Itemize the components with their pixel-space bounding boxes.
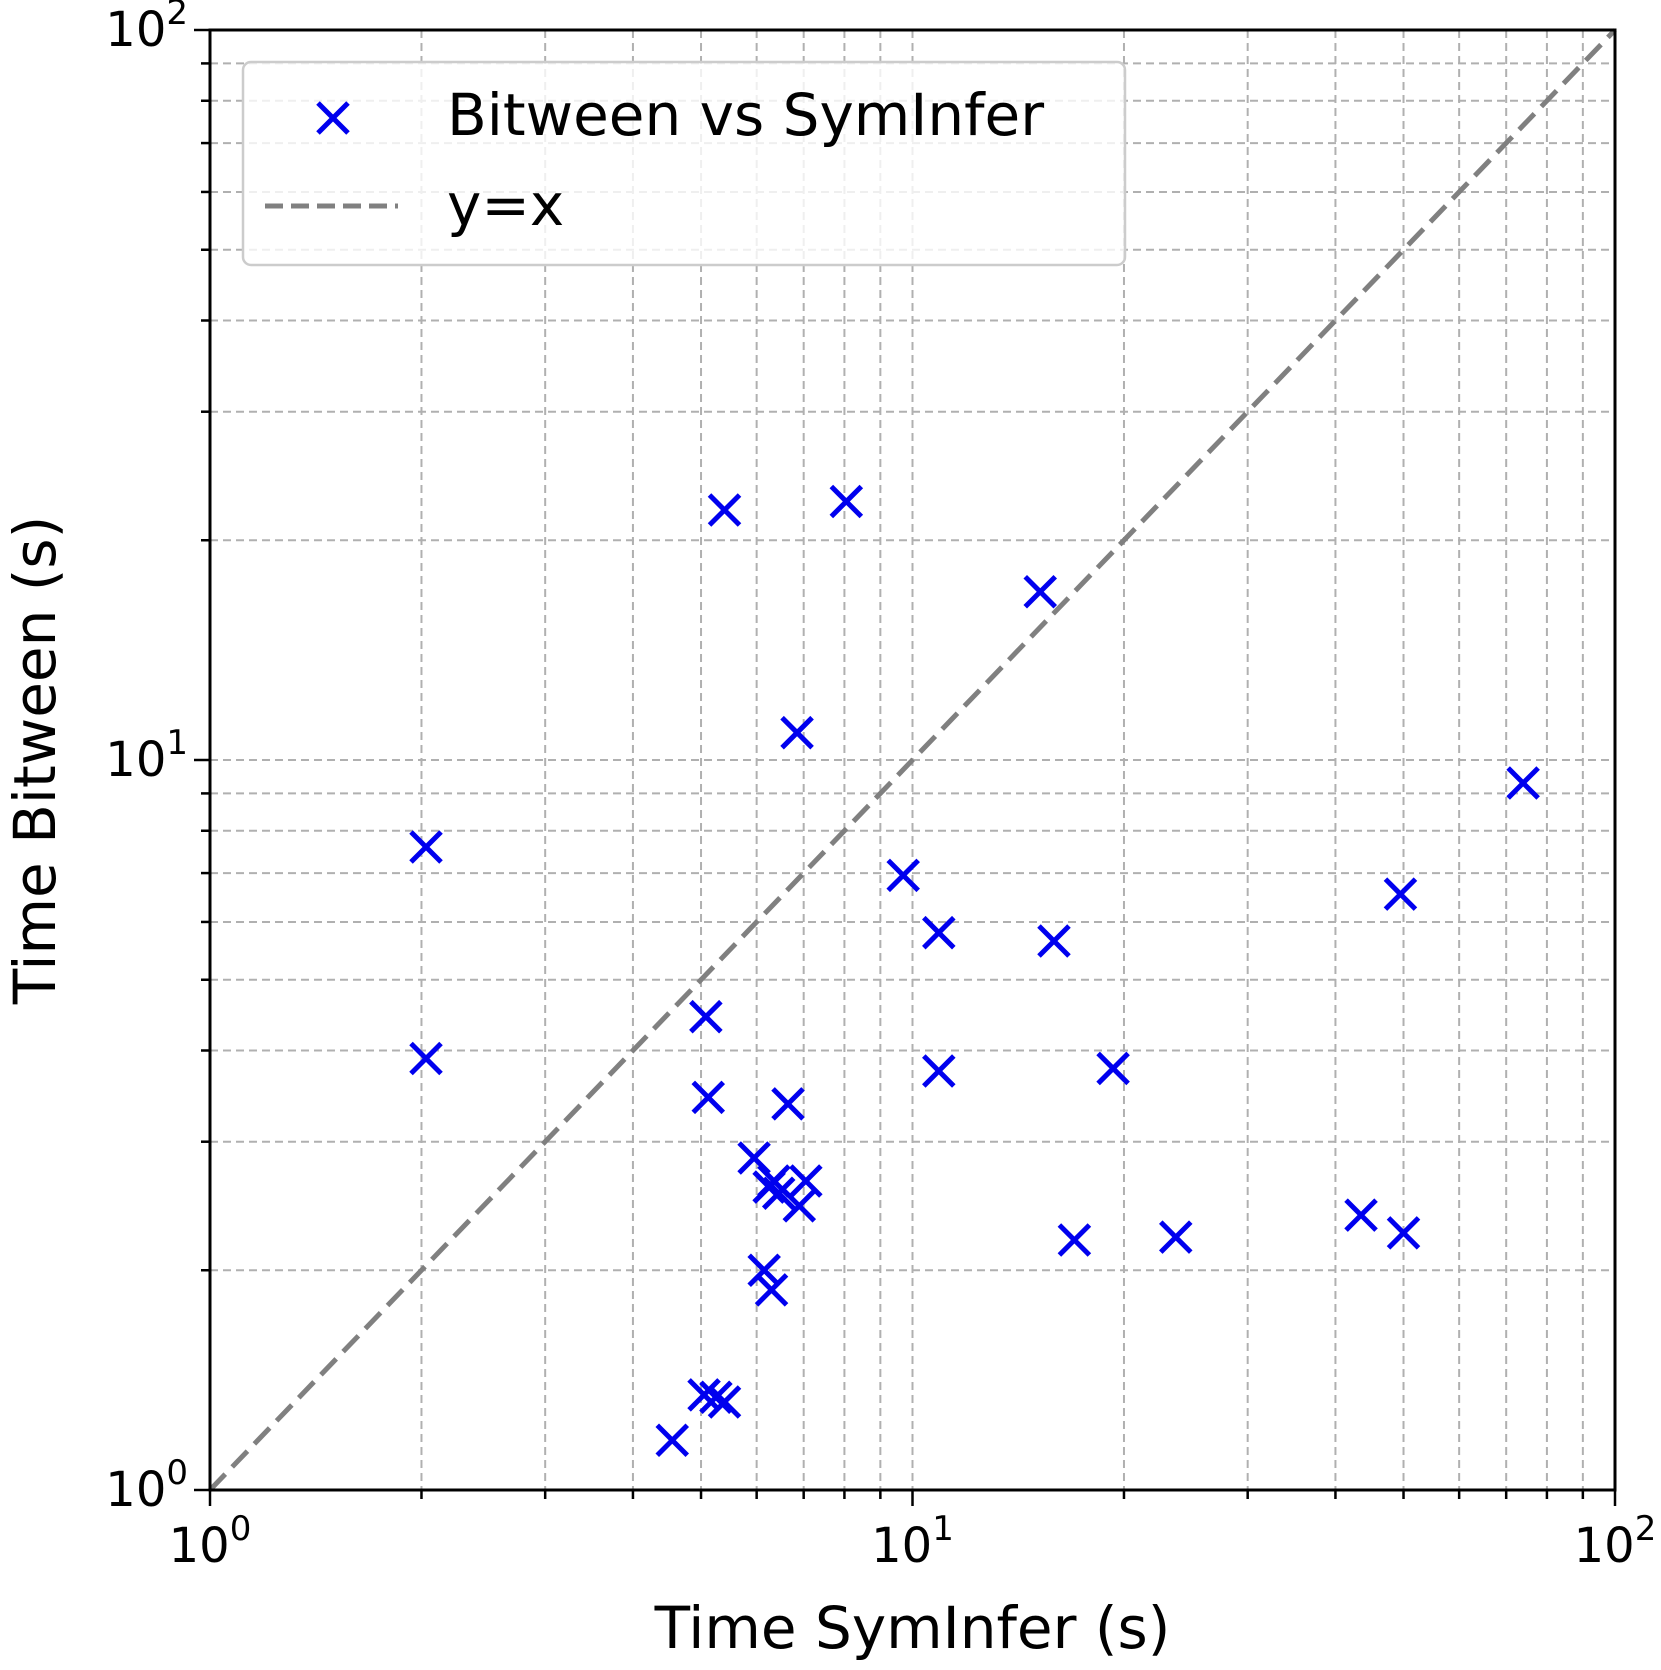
data-point <box>699 1380 733 1414</box>
data-point-stroke <box>757 1164 791 1198</box>
data-point-stroke <box>1386 1216 1421 1250</box>
legend-label-scatter: Bitween vs SymInfer <box>447 81 1044 149</box>
data-point-stroke <box>1506 766 1540 800</box>
y-tick-label: 100 <box>105 1453 188 1518</box>
data-point <box>922 915 956 950</box>
data-point-stroke <box>747 1253 781 1288</box>
data-point <box>409 1041 443 1076</box>
data-point <box>754 1273 789 1307</box>
data-point-stroke <box>1057 1223 1092 1257</box>
data-point <box>1383 877 1418 911</box>
data-point-stroke <box>707 1385 742 1419</box>
data-point <box>1158 1220 1193 1254</box>
data-point-stroke <box>754 1273 789 1307</box>
data-point-stroke <box>1383 877 1418 911</box>
data-point-stroke <box>1037 924 1071 958</box>
y-axis-label: Time Bitween (s) <box>1 516 69 1006</box>
data-points <box>409 484 1540 1457</box>
data-point-stroke <box>829 484 864 519</box>
data-point-stroke <box>409 830 443 864</box>
x-tick-label: 101 <box>871 1509 954 1574</box>
data-point-stroke <box>780 715 814 750</box>
legend: Bitween vs SymInfer y=x <box>241 60 1127 267</box>
data-point-stroke <box>707 493 742 527</box>
data-point <box>655 1423 690 1457</box>
data-point <box>1023 575 1058 609</box>
data-point-stroke <box>771 1087 805 1121</box>
data-point-stroke <box>789 1164 823 1198</box>
data-point <box>886 858 920 893</box>
reference-line-layer <box>208 28 1617 1492</box>
data-point <box>747 1253 781 1288</box>
data-point-stroke <box>1096 1051 1130 1086</box>
data-point <box>829 484 864 519</box>
data-point-stroke <box>699 1380 733 1414</box>
legend-marker-stroke <box>316 101 350 135</box>
data-point-stroke <box>1344 1198 1378 1232</box>
x-tick-label: 102 <box>1574 1509 1657 1574</box>
data-point-stroke <box>922 1054 956 1088</box>
legend-box <box>241 60 1127 267</box>
data-point <box>689 999 723 1034</box>
data-point <box>707 1385 742 1419</box>
data-point <box>1386 1216 1421 1250</box>
data-point-stroke <box>689 999 723 1034</box>
data-point <box>1037 924 1071 958</box>
data-point-stroke <box>655 1423 690 1457</box>
axis-ticks: 100 101 102 100 101 102 <box>105 0 1656 1574</box>
data-point <box>409 830 443 864</box>
x-tick-label: 100 <box>169 1509 252 1574</box>
data-point <box>707 493 742 527</box>
data-point-stroke <box>691 1080 726 1115</box>
data-point-stroke <box>922 915 956 950</box>
data-point-stroke <box>1023 575 1058 609</box>
y-tick-label: 101 <box>105 723 188 788</box>
data-point <box>1506 766 1540 800</box>
data-point <box>761 1176 796 1210</box>
data-point <box>922 1054 956 1088</box>
data-point-stroke <box>782 1189 817 1223</box>
data-point-stroke <box>1158 1220 1193 1254</box>
data-point-stroke <box>886 858 920 893</box>
legend-marker-x-icon <box>316 101 350 135</box>
data-point-stroke <box>409 1041 443 1076</box>
data-point-stroke <box>761 1176 796 1210</box>
data-point <box>687 1378 721 1412</box>
data-point <box>691 1080 726 1115</box>
data-point <box>780 715 814 750</box>
y-tick-label: 102 <box>105 0 188 58</box>
data-point <box>1096 1051 1130 1086</box>
reference-line-y-equals-x <box>208 28 1617 1492</box>
data-point-stroke <box>687 1378 721 1412</box>
x-axis-label: Time SymInfer (s) <box>654 1594 1171 1662</box>
data-point <box>771 1087 805 1121</box>
data-point <box>1057 1223 1092 1257</box>
data-point-stroke <box>737 1141 771 1175</box>
data-point <box>789 1164 823 1198</box>
data-point <box>782 1189 817 1223</box>
data-point <box>1344 1198 1378 1232</box>
legend-label-reference: y=x <box>447 171 564 239</box>
